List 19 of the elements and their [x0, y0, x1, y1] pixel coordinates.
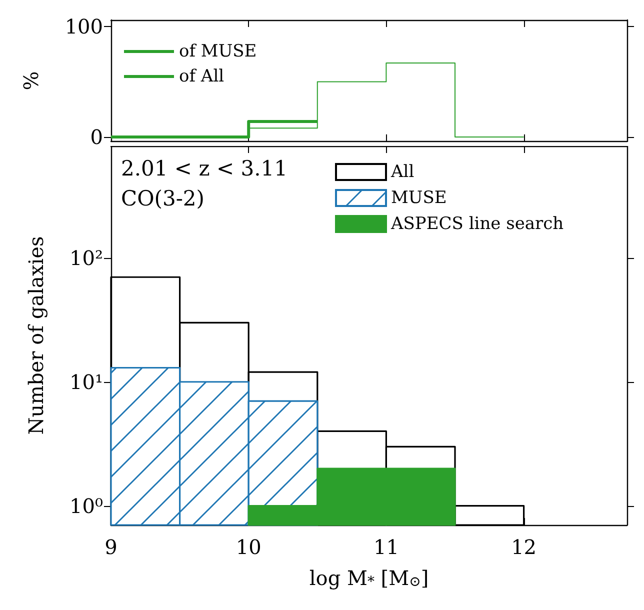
- annotation: CO(3-2): [121, 186, 204, 210]
- x-tick-label: 12: [511, 535, 537, 559]
- x-tick-label: 9: [104, 535, 118, 559]
- y-axis-title: %: [19, 71, 43, 90]
- legend-label: of All: [179, 66, 224, 86]
- x-axis-title: log M* [M⊙]: [309, 566, 429, 590]
- legend-label: of MUSE: [179, 42, 257, 62]
- annotation: 2.01 < z < 3.11: [121, 156, 288, 180]
- legend-label: All: [390, 162, 414, 182]
- y-tick-label: 10⁰: [70, 494, 103, 518]
- y-tick-label: 10¹: [70, 370, 103, 394]
- y-tick-label: 100: [64, 14, 103, 39]
- x-tick-label: 11: [373, 535, 399, 559]
- legend-label: ASPECS line search: [390, 214, 564, 234]
- y-tick-label: 10²: [70, 246, 103, 270]
- y-tick-label: 0: [90, 125, 103, 149]
- x-tick-label: 10: [236, 535, 262, 559]
- y-axis-title: Number of galaxies: [24, 236, 48, 435]
- legend-label: MUSE: [391, 188, 447, 208]
